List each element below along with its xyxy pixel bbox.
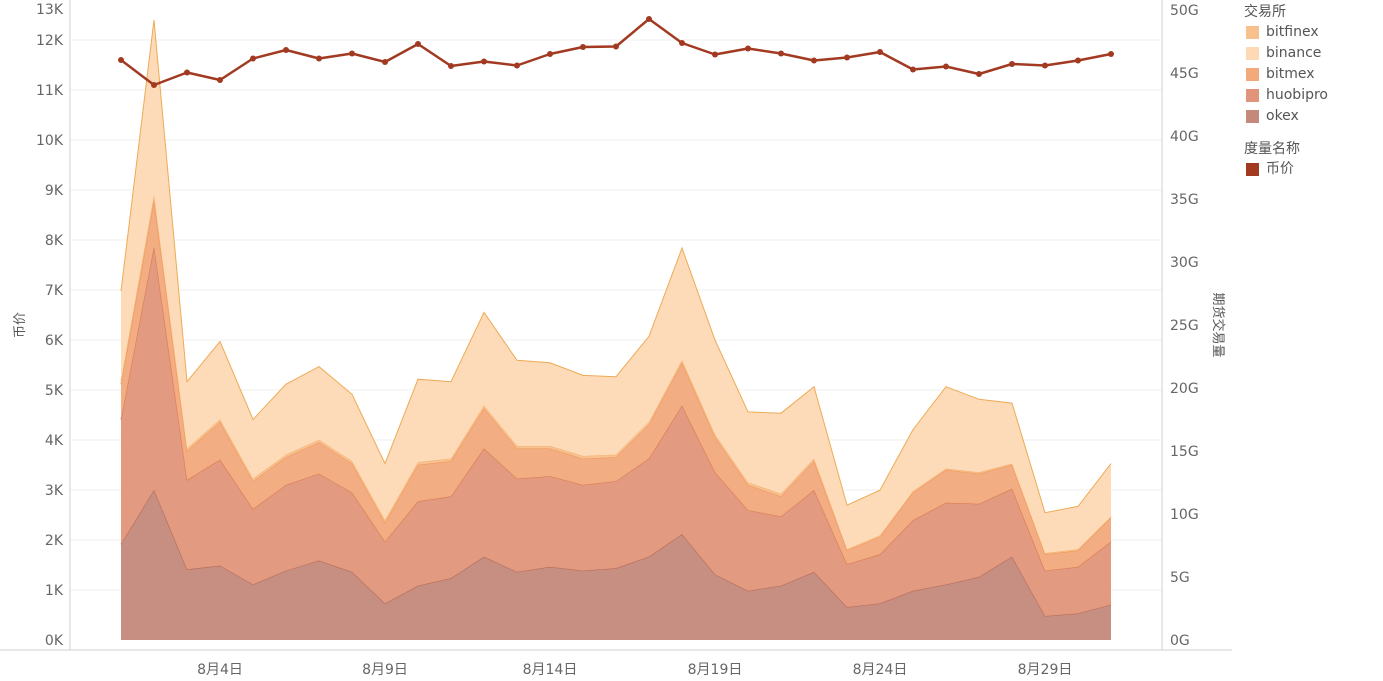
area-okex <box>121 490 1111 640</box>
price-point[interactable] <box>943 63 949 70</box>
price-point[interactable] <box>514 62 520 69</box>
price-point[interactable] <box>910 66 916 73</box>
price-point[interactable] <box>349 50 355 57</box>
left-tick-label: 2K <box>45 533 64 549</box>
area-edge-binance <box>120 20 1112 514</box>
left-tick-label: 0K <box>45 633 64 649</box>
price-point[interactable] <box>184 69 190 76</box>
left-tick-label: 4K <box>45 433 64 449</box>
legend-label: bitfinex <box>1266 24 1319 40</box>
legend-label: okex <box>1266 108 1299 124</box>
price-point[interactable] <box>415 41 421 47</box>
price-point[interactable] <box>778 50 784 57</box>
price-point[interactable] <box>976 71 982 77</box>
legend-label: huobipro <box>1266 87 1328 103</box>
price-point[interactable] <box>580 44 586 50</box>
left-tick-label: 1K <box>45 583 64 599</box>
legend-item-bitfinex[interactable]: bitfinex <box>1244 22 1379 43</box>
price-point[interactable] <box>481 58 487 65</box>
price-point[interactable] <box>547 51 553 57</box>
right-tick-label: 35G <box>1170 192 1199 208</box>
left-tick-label: 11K <box>36 83 64 99</box>
price-line-path <box>120 17 1112 87</box>
left-tick-label: 5K <box>45 383 64 399</box>
price-line <box>118 16 1114 88</box>
price-point[interactable] <box>712 51 718 58</box>
price-point[interactable] <box>118 57 124 63</box>
price-point[interactable] <box>844 54 850 61</box>
price-point[interactable] <box>745 45 751 52</box>
volume-areas <box>120 20 1112 640</box>
price-point[interactable] <box>646 16 652 22</box>
right-tick-label: 30G <box>1170 255 1199 271</box>
left-tick-label: 6K <box>45 333 64 349</box>
right-tick-label: 50G <box>1170 3 1199 19</box>
price-point[interactable] <box>283 47 289 53</box>
left-tick-label: 12K <box>36 33 64 49</box>
price-point[interactable] <box>811 57 817 64</box>
x-tick-label: 8月24日 <box>853 662 908 678</box>
dual-axis-area-line-chart: 0K 1K 2K 3K 4K 5K 6K 7K 8K 9K 10K 11K 12K 13K 0G 5G 10G 1… <box>0 0 1232 678</box>
right-axis-title: 期货交易量 <box>1210 292 1226 357</box>
right-tick-label: 10G <box>1170 507 1199 523</box>
legend-item-price[interactable]: 币价 <box>1244 159 1379 180</box>
x-tick-label: 8月14日 <box>523 662 578 678</box>
legend-title-measure: 度量名称 <box>1244 141 1300 157</box>
price-point[interactable] <box>877 49 883 55</box>
legend-swatch <box>1246 89 1259 102</box>
axes: 0K 1K 2K 3K 4K 5K 6K 7K 8K 9K 10K 11K 12K 13K 0G 5G 10G 1… <box>0 0 1232 678</box>
price-point[interactable] <box>1075 57 1081 64</box>
price-point[interactable] <box>382 59 388 65</box>
left-tick-label: 9K <box>45 183 64 199</box>
x-tick-label: 8月19日 <box>688 662 743 678</box>
left-axis-title: 币价 <box>13 312 28 338</box>
legend-swatch <box>1246 163 1259 176</box>
legend-item-bitmex[interactable]: bitmex <box>1244 64 1379 85</box>
price-point[interactable] <box>1009 61 1015 67</box>
x-tick-label: 8月29日 <box>1018 662 1073 678</box>
price-point[interactable] <box>679 40 685 46</box>
legend-swatch <box>1246 47 1259 60</box>
price-point[interactable] <box>151 82 157 88</box>
legend-label: bitmex <box>1266 66 1315 82</box>
left-tick-label: 3K <box>45 483 64 499</box>
legend-label: 币价 <box>1266 161 1294 177</box>
legend-item-okex[interactable]: okex <box>1244 106 1379 127</box>
area-huobipro <box>121 246 1111 617</box>
legend-label: binance <box>1266 45 1322 61</box>
legend-swatch <box>1246 68 1259 81</box>
right-tick-label: 15G <box>1170 444 1199 460</box>
left-tick-label: 10K <box>36 133 64 149</box>
left-tick-label: 8K <box>45 233 64 249</box>
price-point[interactable] <box>1042 62 1048 69</box>
legend-item-huobipro[interactable]: huobipro <box>1244 85 1379 106</box>
right-tick-label: 25G <box>1170 318 1199 334</box>
legend: 交易所 bitfinex binance bitmex huobipro oke… <box>1244 0 1379 180</box>
right-tick-label: 0G <box>1170 633 1190 649</box>
legend-swatch <box>1246 26 1259 39</box>
price-point[interactable] <box>1108 51 1114 57</box>
price-point[interactable] <box>217 77 223 83</box>
area-binance <box>121 20 1111 554</box>
left-tick-label: 7K <box>45 283 64 299</box>
left-tick-label: 13K <box>36 2 64 18</box>
right-tick-label: 5G <box>1170 570 1190 586</box>
x-tick-label: 8月9日 <box>362 662 408 678</box>
right-tick-label: 20G <box>1170 381 1199 397</box>
x-tick-label: 8月4日 <box>197 662 243 678</box>
right-tick-label: 45G <box>1170 66 1199 82</box>
price-point[interactable] <box>613 43 619 50</box>
price-point[interactable] <box>448 63 454 69</box>
legend-swatch <box>1246 110 1259 123</box>
price-point[interactable] <box>250 55 256 62</box>
price-point[interactable] <box>316 55 322 62</box>
legend-title-exchange: 交易所 <box>1244 4 1286 20</box>
right-tick-label: 40G <box>1170 129 1199 145</box>
legend-item-binance[interactable]: binance <box>1244 43 1379 64</box>
